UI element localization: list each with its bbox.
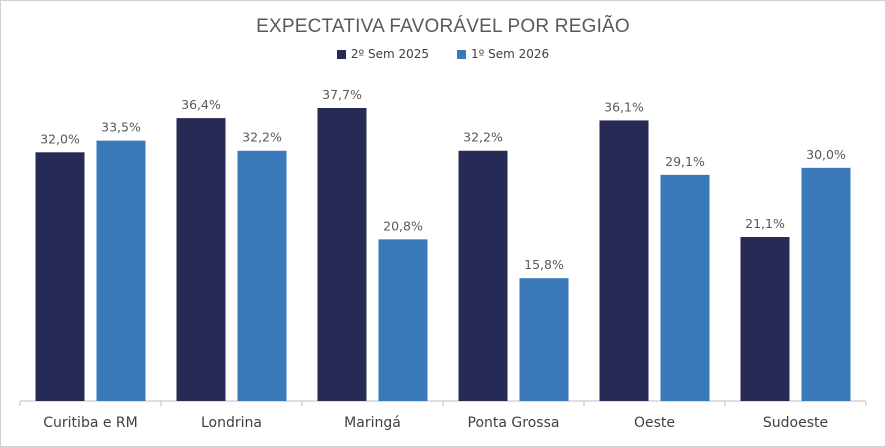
category-label: Curitiba e RM	[43, 415, 137, 431]
data-label-series-2: 32,2%	[242, 130, 282, 145]
data-label-series-2: 20,8%	[383, 218, 423, 233]
legend-swatch-series-2	[457, 49, 466, 59]
data-label-series-1: 36,1%	[604, 99, 644, 114]
legend-swatch-series-1	[336, 49, 346, 59]
legend-label-series-1: 2º Sem 2025	[350, 47, 429, 61]
bar-series-1	[599, 120, 649, 402]
chart-title: EXPECTATIVA FAVORÁVEL POR REGIÃO	[256, 16, 630, 37]
bar-series-1	[740, 237, 790, 401]
bar-series-2	[519, 278, 569, 401]
data-label-series-1: 32,0%	[40, 131, 80, 146]
bar-series-2	[96, 140, 146, 401]
bar-series-1	[317, 108, 367, 401]
legend: 2º Sem 2025 1º Sem 2026	[0, 47, 886, 61]
data-label-series-2: 33,5%	[101, 120, 141, 135]
bar-series-2	[237, 150, 287, 401]
bar-series-1	[176, 118, 226, 401]
data-label-series-2: 29,1%	[665, 154, 705, 169]
data-label-series-1: 37,7%	[322, 87, 362, 102]
data-label-series-1: 32,2%	[463, 130, 503, 145]
data-label-series-2: 30,0%	[806, 147, 846, 162]
category-label: Londrina	[201, 415, 262, 431]
category-label: Sudoeste	[763, 415, 828, 431]
legend-item-series-1: 2º Sem 2025	[336, 47, 429, 61]
data-label-series-2: 15,8%	[524, 257, 564, 272]
category-label: Ponta Grossa	[468, 415, 560, 431]
category-label: Oeste	[634, 415, 675, 431]
data-label-series-1: 36,4%	[181, 97, 221, 112]
category-label: Maringá	[344, 415, 401, 431]
legend-label-series-2: 1º Sem 2026	[471, 47, 550, 61]
bar-series-2	[801, 167, 851, 401]
legend-item-series-2: 1º Sem 2026	[457, 47, 549, 61]
data-label-series-1: 21,1%	[745, 216, 785, 231]
bar-series-1	[35, 152, 85, 401]
bar-series-2	[660, 174, 710, 401]
bar-series-1	[458, 150, 508, 401]
bar-series-2	[378, 239, 428, 401]
